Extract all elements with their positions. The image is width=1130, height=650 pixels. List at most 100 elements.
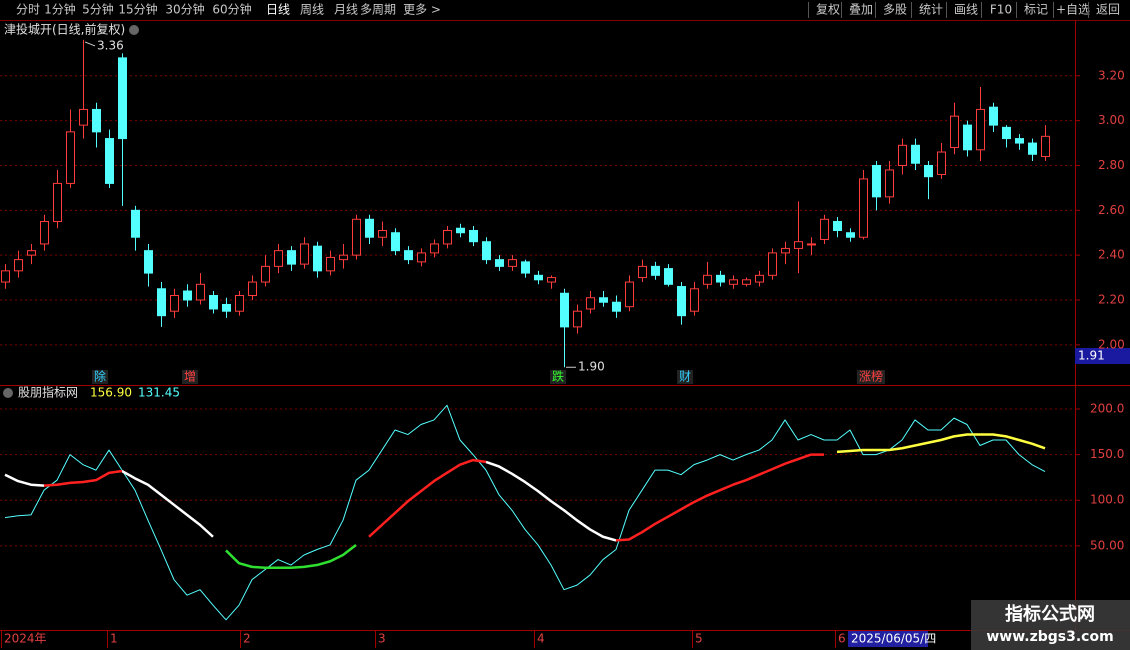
event-label[interactable]: 财 (679, 370, 691, 384)
candle-body (495, 259, 504, 267)
candle-body (937, 151, 946, 175)
candle-body (794, 241, 803, 249)
candle-body (573, 310, 582, 328)
event-badge[interactable] (182, 370, 198, 384)
candle-body (820, 218, 829, 240)
toolbar-button[interactable]: 叠加 (849, 3, 873, 17)
candle-body (248, 281, 257, 297)
candle-body (482, 241, 491, 261)
toolbar-button[interactable]: 60分钟 (212, 2, 251, 17)
candle-body (729, 279, 738, 285)
candle-body (378, 229, 387, 238)
low-label: 1.90 (578, 360, 605, 374)
x-tick-label: 6 (838, 632, 846, 646)
candle-body (703, 274, 712, 285)
event-label[interactable]: 除 (94, 369, 106, 384)
indicator-line (836, 433, 1046, 454)
y-tick-label: 2.00 (1098, 337, 1125, 351)
toolbar-button[interactable]: 复权 (816, 3, 840, 17)
indicator-line (43, 453, 824, 542)
cursor-date: 2025/06/05/四 (851, 632, 936, 646)
x-tick-label: 2024年 (4, 632, 47, 646)
event-label[interactable]: 涨榜 (859, 369, 883, 384)
toolbar-button[interactable]: 月线 (334, 3, 358, 17)
candle-body (1041, 135, 1050, 158)
candle-body (443, 229, 452, 245)
candle-body (339, 254, 348, 261)
toolbar-button[interactable]: 日线 (266, 3, 290, 17)
candle-body (365, 218, 374, 238)
toolbar-button[interactable]: 画线 (954, 3, 978, 17)
candle-body (40, 221, 49, 245)
event-badge[interactable] (92, 370, 108, 384)
candle-body (664, 268, 673, 285)
x-tick-label: 1 (110, 632, 118, 646)
toolbar-button[interactable]: 多周期 (360, 3, 396, 17)
toolbar-button[interactable]: 1分钟 (44, 2, 76, 17)
candle-body (651, 265, 660, 276)
toolbar-button[interactable]: 周线 (300, 3, 324, 17)
candle-body (222, 303, 231, 312)
candle-body (118, 57, 127, 140)
candle-body (586, 297, 595, 310)
candle-body (612, 301, 621, 312)
candle-body (1002, 126, 1011, 140)
candle-body (183, 290, 192, 301)
toolbar-button[interactable]: 返回 (1096, 3, 1120, 17)
event-label[interactable]: 增 (184, 370, 196, 384)
candle-body (963, 124, 972, 151)
candle-body (1, 270, 10, 283)
legend-value: 156.90 (90, 386, 132, 400)
candle-body (326, 256, 335, 272)
candle-body (846, 232, 855, 238)
toolbar-button[interactable]: 30分钟 (165, 2, 204, 17)
candle-body (313, 245, 322, 272)
toolbar-button[interactable]: F10 (990, 3, 1012, 17)
y-tick-label: 3.20 (1098, 68, 1125, 82)
candle-body (144, 250, 153, 274)
toolbar-button[interactable]: 标记 (1024, 3, 1048, 17)
candle-body (274, 250, 283, 267)
toolbar-button[interactable]: 多股 (883, 3, 907, 17)
y-tick-label: 2.20 (1098, 292, 1125, 306)
candle-body (170, 295, 179, 312)
y-tick-label: 50.00 (1090, 538, 1124, 552)
x-tick-label: 5 (695, 632, 703, 646)
toolbar-button[interactable]: 15分钟 (118, 2, 157, 17)
candle-body (287, 250, 296, 265)
event-badge[interactable] (857, 370, 885, 384)
candle-body (599, 297, 608, 303)
candle-body (430, 243, 439, 254)
candle-body (885, 169, 894, 198)
candle-body (105, 138, 114, 184)
candle-body (300, 243, 309, 265)
cursor-date-box (848, 631, 928, 647)
candle-body (79, 108, 88, 126)
indicator-menu[interactable] (3, 388, 13, 398)
toolbar-button[interactable]: 更多 > (403, 3, 441, 17)
watermark-url: www.zbgs3.com (986, 629, 1113, 645)
candle-body (547, 277, 556, 283)
event-badge[interactable] (677, 370, 693, 384)
y-tick-label: 2.60 (1098, 203, 1125, 217)
candle-body (66, 131, 75, 184)
candle-body (781, 247, 790, 254)
candle-body (768, 252, 777, 276)
candle-body (560, 292, 569, 328)
toolbar-button[interactable]: 5分钟 (82, 2, 114, 17)
toolbar-button[interactable]: 分时 (16, 3, 40, 17)
candle-body (53, 182, 62, 223)
indicator-line (225, 543, 357, 570)
candle-body (755, 274, 764, 283)
event-badge[interactable] (550, 370, 566, 384)
candle-body (261, 265, 270, 283)
event-label[interactable]: 跌 (552, 369, 564, 384)
title-menu[interactable] (129, 25, 139, 35)
indicator-title: 股朋指标网 (18, 385, 78, 400)
y-tick-label: 2.40 (1098, 248, 1125, 262)
candle-body (924, 164, 933, 178)
toolbar-button[interactable]: +自选 (1056, 3, 1090, 17)
candle-body (807, 243, 816, 246)
toolbar-button[interactable]: 统计 (919, 3, 943, 17)
indicator-line (4, 460, 617, 542)
